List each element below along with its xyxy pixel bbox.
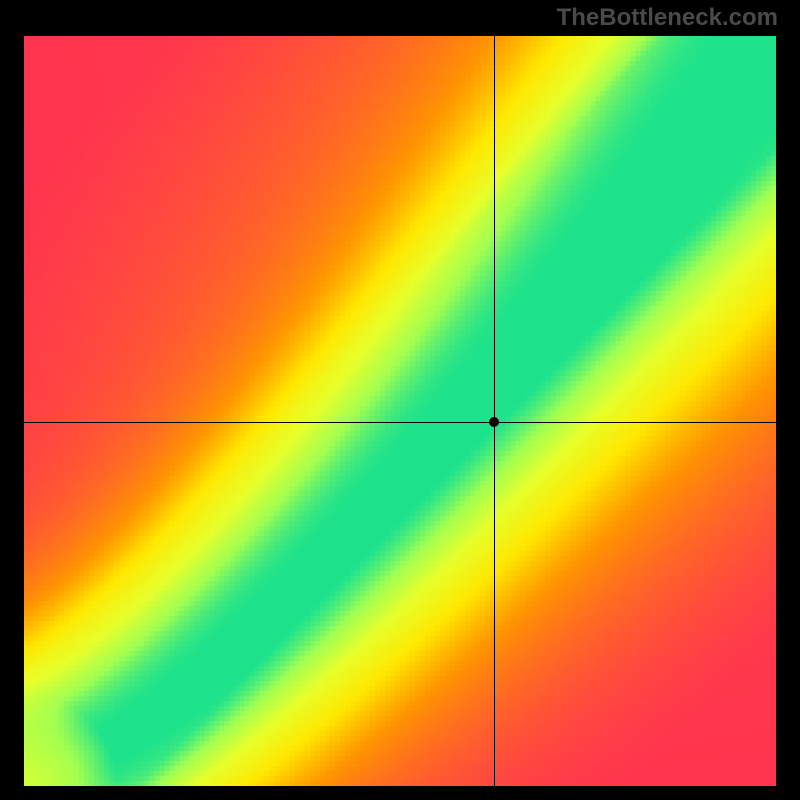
chart-container: TheBottleneck.com [0, 0, 800, 800]
watermark-text: TheBottleneck.com [557, 4, 778, 32]
crosshair-vertical [494, 36, 495, 786]
crosshair-horizontal [24, 422, 776, 423]
bottleneck-heatmap [24, 36, 776, 786]
